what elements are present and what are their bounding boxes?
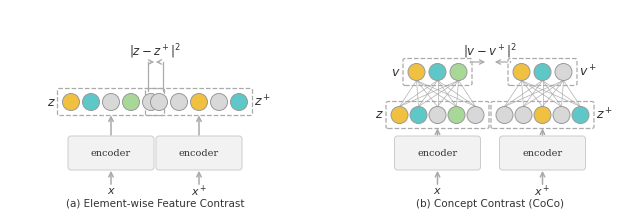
Circle shape [410,107,427,123]
Circle shape [170,94,188,110]
Text: $z^+$: $z^+$ [255,94,272,110]
Circle shape [429,64,446,81]
Text: (b) Concept Contrast (CoCo): (b) Concept Contrast (CoCo) [416,199,564,209]
Circle shape [555,64,572,81]
Circle shape [230,94,248,110]
Circle shape [515,107,532,123]
FancyBboxPatch shape [499,136,586,170]
Circle shape [191,94,207,110]
Text: $v$: $v$ [392,66,401,79]
Circle shape [211,94,227,110]
Text: (a) Element-wise Feature Contrast: (a) Element-wise Feature Contrast [66,199,244,209]
Circle shape [448,107,465,123]
FancyBboxPatch shape [68,136,154,170]
Circle shape [429,107,446,123]
Circle shape [150,94,168,110]
Circle shape [534,64,551,81]
Text: $z^+$: $z^+$ [596,107,613,123]
Text: $z$: $z$ [47,95,56,108]
Text: $x$: $x$ [106,186,115,196]
Circle shape [408,64,425,81]
Circle shape [534,107,551,123]
Text: $|z - z^+|^2$: $|z - z^+|^2$ [129,42,181,61]
Circle shape [63,94,79,110]
Text: $x^+$: $x^+$ [191,183,207,199]
Text: $v^+$: $v^+$ [579,64,597,80]
Text: encoder: encoder [179,148,219,158]
Circle shape [391,107,408,123]
Circle shape [83,94,99,110]
Circle shape [467,107,484,123]
FancyBboxPatch shape [156,136,242,170]
Text: encoder: encoder [522,148,563,158]
Circle shape [450,64,467,81]
FancyBboxPatch shape [394,136,481,170]
Text: $|v - v^+|^2$: $|v - v^+|^2$ [463,42,517,61]
Circle shape [496,107,513,123]
Circle shape [102,94,120,110]
Circle shape [553,107,570,123]
Text: $x$: $x$ [433,186,442,196]
Circle shape [572,107,589,123]
Text: $z$: $z$ [375,108,384,122]
Text: $x^+$: $x^+$ [534,183,551,199]
Circle shape [513,64,530,81]
Circle shape [143,94,159,110]
Text: encoder: encoder [91,148,131,158]
Text: encoder: encoder [417,148,458,158]
Circle shape [122,94,140,110]
